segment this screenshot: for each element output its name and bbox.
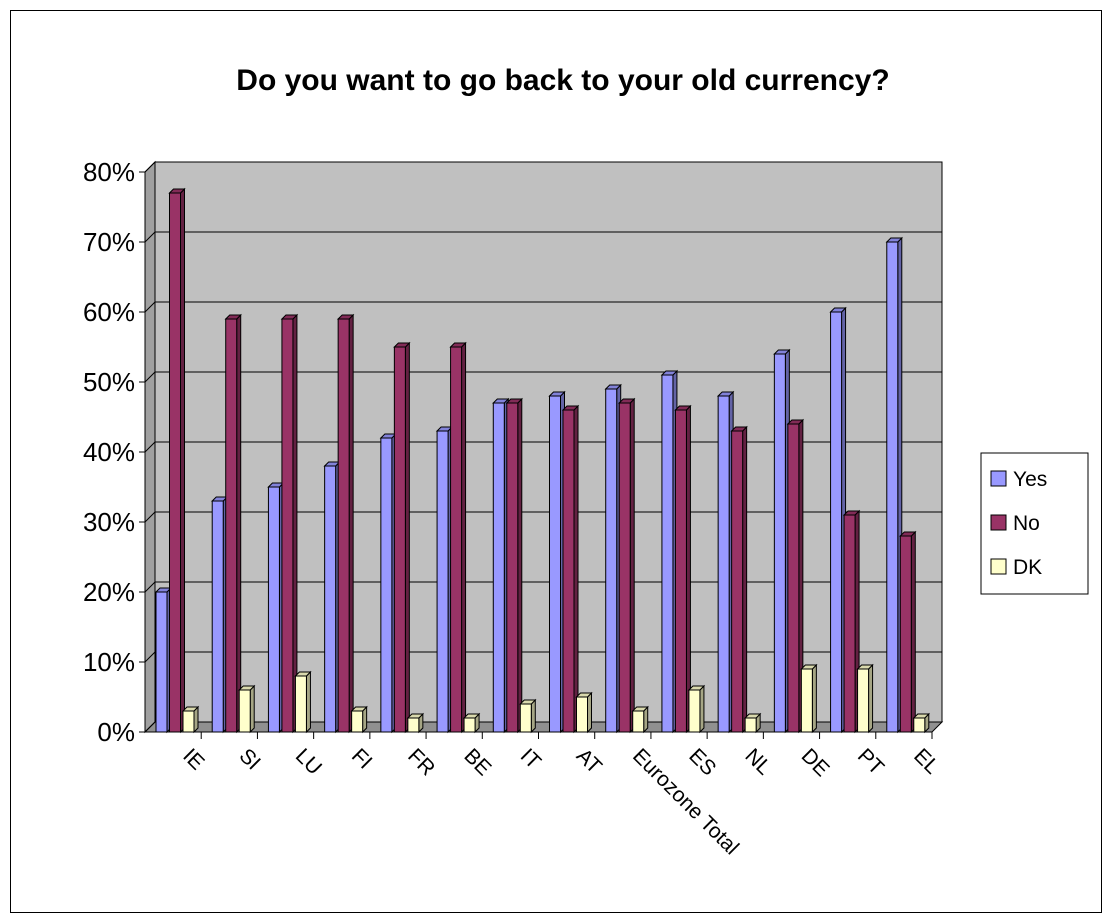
gridline-side <box>144 231 156 243</box>
floor <box>143 721 944 733</box>
legend-label: Yes <box>1013 468 1047 491</box>
gridline-side <box>144 161 156 173</box>
bar-no-fi <box>336 313 355 734</box>
x-tick-label: IT <box>516 744 546 774</box>
chart-title: Do you want to go back to your old curre… <box>236 64 889 97</box>
x-tick-label: PT <box>853 744 888 779</box>
y-tick-label: 60% <box>83 297 135 327</box>
y-tick-label: 0% <box>97 717 135 747</box>
bar-no-at <box>561 404 580 734</box>
bar-dk-lu <box>294 670 312 734</box>
gridline-side <box>144 441 156 453</box>
bar-dk-si <box>238 684 256 734</box>
x-tick-label: DE <box>797 744 834 781</box>
bar-dk-at <box>575 691 593 734</box>
bar-no-be <box>449 341 467 734</box>
bar-dk-nl <box>743 712 762 734</box>
legend: Yes No DK <box>980 452 1089 595</box>
x-tick-label: AT <box>572 744 606 778</box>
bar-dk-eurozone-total <box>631 705 649 734</box>
bar-dk-de <box>800 663 818 734</box>
gridline-side <box>144 301 156 313</box>
y-tick-label: 20% <box>83 577 135 607</box>
bar-no-lu <box>280 313 299 734</box>
bar-yes-be <box>435 425 454 734</box>
bar-dk-el <box>912 712 930 734</box>
bar-no-si <box>224 313 242 734</box>
bar-no-eurozone-total <box>618 397 636 734</box>
y-tick-label: 80% <box>83 157 135 187</box>
x-tick-label: ES <box>684 744 720 780</box>
x-tick-label: SI <box>235 744 265 774</box>
legend-label: No <box>1013 512 1040 535</box>
bar-no-es <box>674 404 692 734</box>
x-tick-label: FR <box>403 744 439 780</box>
gridline-side <box>144 651 156 663</box>
bar-yes-eurozone-total <box>604 383 622 734</box>
y-tick-label: 30% <box>83 507 135 537</box>
bar-yes-ie <box>154 586 173 734</box>
x-tick-label: LU <box>291 744 326 779</box>
bar-dk-be <box>462 712 481 734</box>
gridline-side <box>144 511 156 523</box>
bar-dk-ie <box>181 705 200 734</box>
bar-no-el <box>899 530 917 734</box>
legend-swatch <box>990 470 1007 487</box>
bar-yes-el <box>885 236 903 734</box>
plot-area: 0% 10% 20% 30% 40% 50% 60% 70% 80% IE SI LU FI FR BE IT… <box>83 157 944 859</box>
bar-dk-pt <box>856 663 874 734</box>
bar-no-ie <box>168 187 186 734</box>
bar-yes-it <box>492 397 510 734</box>
bar-yes-lu <box>267 481 285 734</box>
bar-yes-at <box>548 390 566 734</box>
bar-yes-si <box>211 495 229 734</box>
bar-dk-fi <box>350 705 368 734</box>
x-tick-label: IE <box>178 744 208 774</box>
bar-no-de <box>786 418 805 734</box>
bar-dk-fr <box>406 712 425 734</box>
bar-yes-de <box>773 348 791 734</box>
bar-yes-pt <box>829 306 847 734</box>
x-tick-label: BE <box>459 744 495 780</box>
x-tick-label: EL <box>909 744 943 778</box>
y-tick-label: 10% <box>83 647 135 677</box>
bar-yes-fi <box>323 460 341 734</box>
y-tick-label: 50% <box>83 367 135 397</box>
gridline-side <box>144 371 156 383</box>
bar-no-nl <box>730 425 748 734</box>
bar-dk-es <box>687 684 706 734</box>
legend-swatch <box>990 514 1007 531</box>
x-tick-label: NL <box>741 744 776 779</box>
x-tick-label: FI <box>347 744 376 773</box>
bar-no-it <box>505 397 523 734</box>
y-tick-label: 40% <box>83 437 135 467</box>
bar-no-pt <box>842 509 861 734</box>
bar-yes-nl <box>716 390 735 734</box>
gridline-side <box>144 721 156 733</box>
bar-dk-it <box>519 698 537 734</box>
bar-yes-es <box>660 369 679 734</box>
bar-yes-fr <box>379 432 398 734</box>
gridline-side <box>144 581 156 593</box>
legend-swatch <box>990 558 1007 575</box>
bar-no-fr <box>393 341 411 734</box>
y-tick-label: 70% <box>83 227 135 257</box>
legend-label: DK <box>1013 556 1042 579</box>
